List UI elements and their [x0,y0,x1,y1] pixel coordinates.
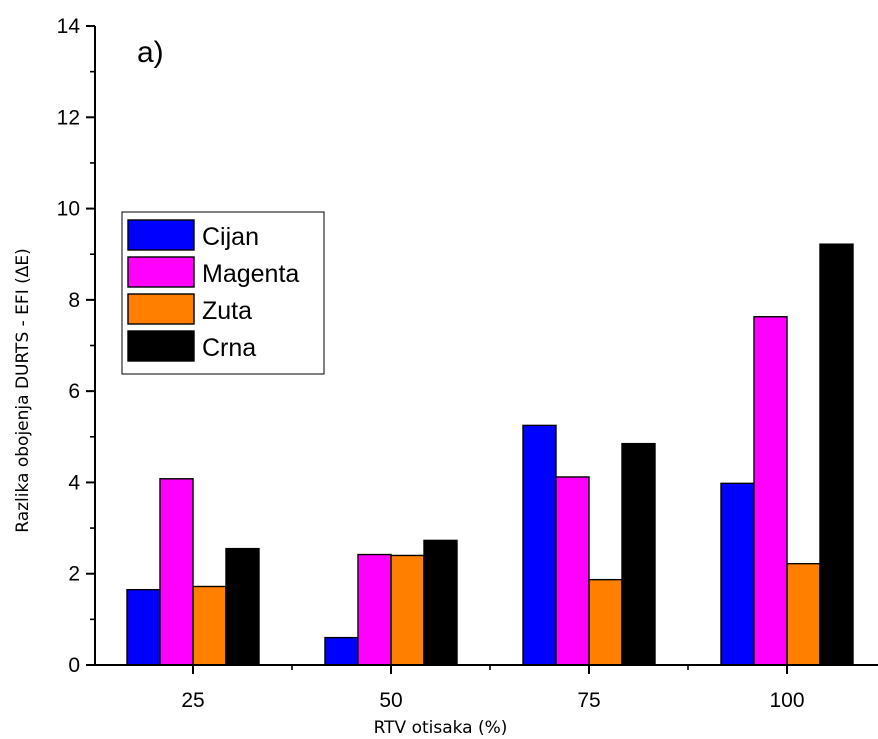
legend-swatch-crna [127,330,195,362]
panel-label: a) [137,36,164,69]
y-tick-label: 10 [57,198,80,221]
legend-swatch-zuta [127,293,195,325]
x-tick-label: 50 [379,689,402,712]
bar-crna-50 [423,539,458,666]
ticks-group: 0 2 4 6 8 10 12 14 25 50 75 100 [57,15,805,712]
y-tick-label: 2 [68,563,80,586]
bar-zuta-75 [588,578,623,666]
bar-zuta-100 [786,562,821,666]
x-tick-label: 75 [577,689,600,712]
y-tick-label: 6 [68,380,80,403]
legend-label-magenta: Magenta [202,260,299,288]
legend: Cijan Magenta Zuta Crna [121,211,325,375]
legend-label-zuta: Zuta [202,297,252,325]
legend-label-cijan: Cijan [202,223,259,251]
bar-magenta-50 [357,553,392,666]
bars-group [126,243,854,666]
legend-swatch-magenta [127,256,195,288]
bar-zuta-25 [192,585,227,666]
bar-magenta-25 [159,478,194,666]
x-tick-label: 25 [181,689,204,712]
y-tick-label: 14 [57,15,81,38]
y-tick-label: 8 [68,289,80,312]
bar-cijan-50 [324,636,359,666]
bar-crna-100 [819,243,854,666]
y-tick-label: 12 [57,106,80,129]
x-axis-title: RTV otisaka (%) [374,718,508,738]
x-tick-label: 100 [769,689,804,712]
bar-magenta-75 [555,476,590,666]
y-axis-title: Razlika obojenja DURTS - EFI (ΔE) [13,248,33,532]
bar-zuta-50 [390,554,425,666]
y-tick-label: 4 [68,471,80,494]
bar-cijan-25 [126,588,161,666]
y-tick-label: 0 [68,654,80,677]
legend-label-crna: Crna [202,334,256,362]
bar-crna-75 [621,442,656,666]
bar-cijan-75 [522,424,557,666]
bar-crna-25 [225,547,260,666]
bar-magenta-100 [753,316,788,666]
bar-cijan-100 [720,482,755,666]
legend-swatch-cijan [127,219,195,251]
